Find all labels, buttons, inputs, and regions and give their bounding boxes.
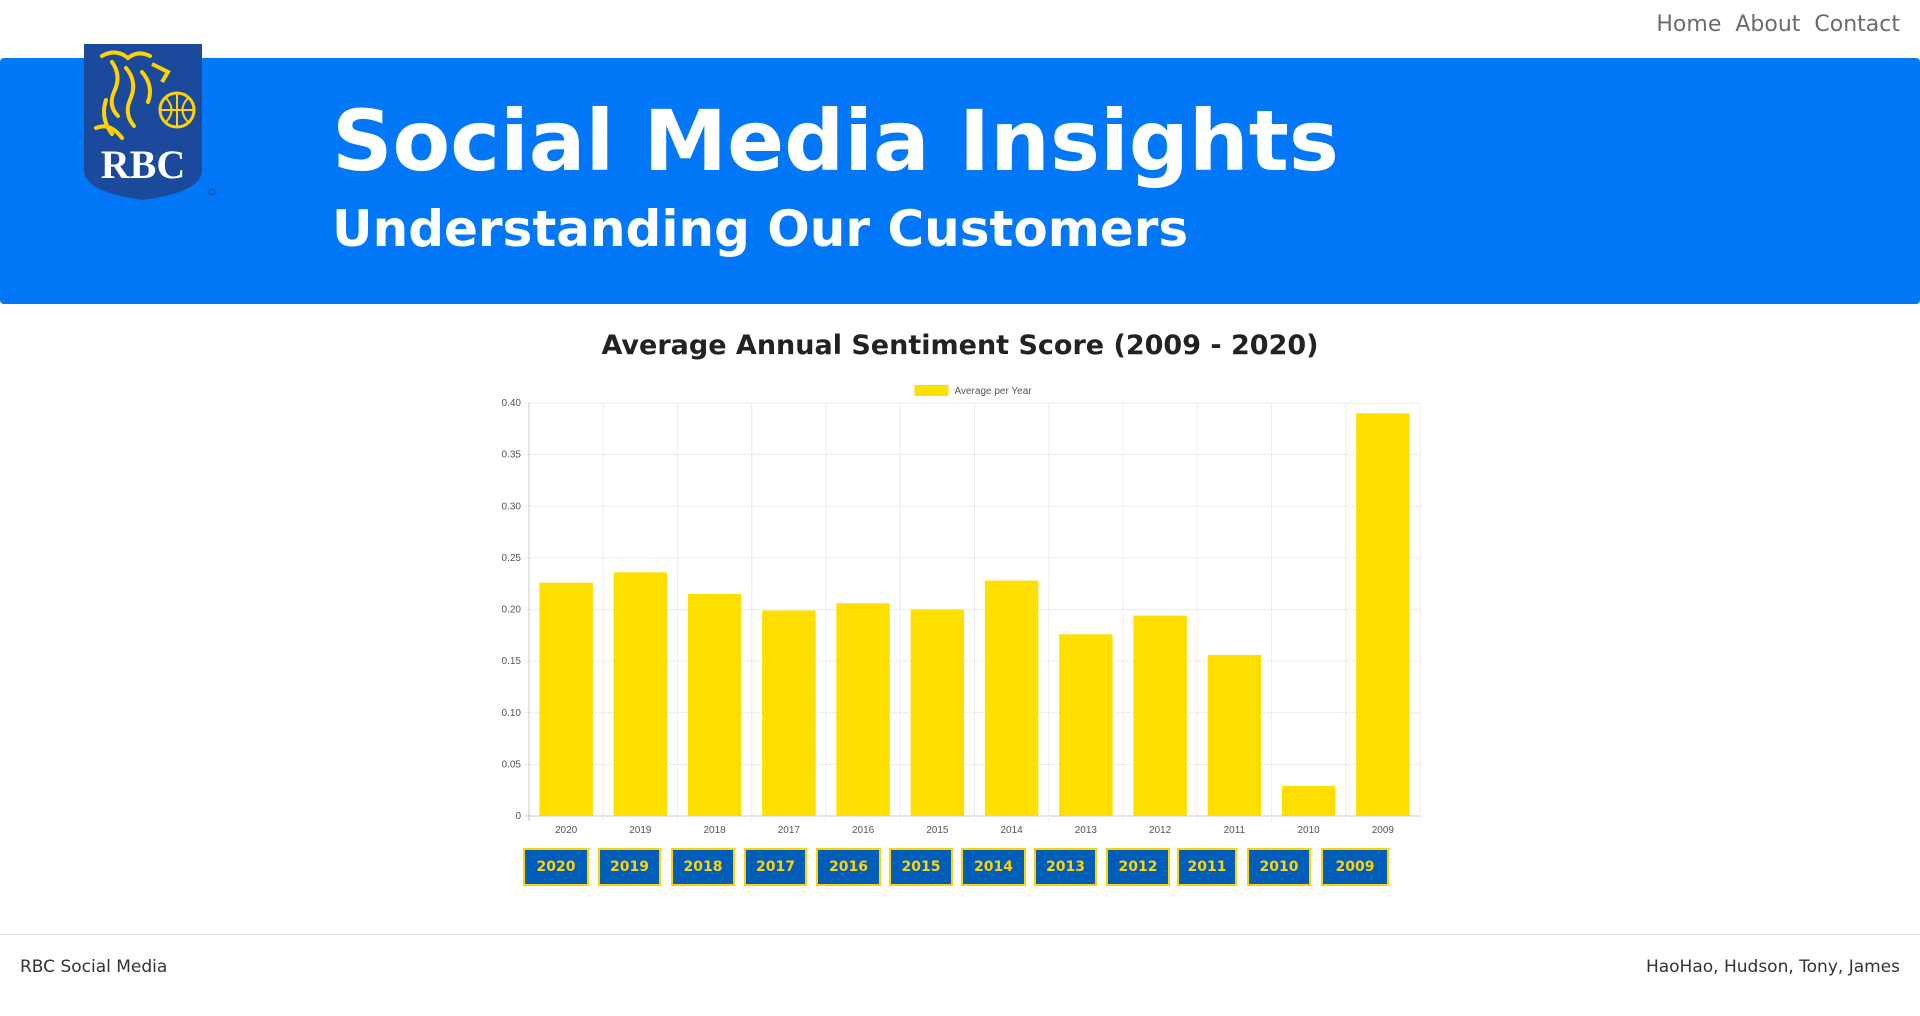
page-subtitle: Understanding Our Customers <box>332 200 1189 258</box>
year-button-2011[interactable]: 2011 <box>1177 848 1237 886</box>
page-title: Social Media Insights <box>332 92 1339 190</box>
legend-swatch <box>914 385 949 396</box>
y-tick-label: 0.15 <box>502 656 522 667</box>
x-tick-label: 2020 <box>555 825 578 836</box>
y-tick-label: 0.30 <box>502 501 522 512</box>
year-button-2010[interactable]: 2010 <box>1247 848 1311 886</box>
footer-brand: RBC Social Media <box>20 957 168 977</box>
bar-2018 <box>687 594 742 816</box>
year-button-group: 2020 2019 2018 2017 2016 2015 2014 2013 2012 2011… <box>0 848 1920 886</box>
y-tick-label: 0.40 <box>502 398 522 409</box>
bar-2010 <box>1281 786 1336 816</box>
logo-text: RBC <box>101 142 185 187</box>
bar-2011 <box>1207 654 1262 816</box>
y-tick-label: 0.25 <box>502 553 522 564</box>
y-tick-label: 0.35 <box>502 450 522 461</box>
x-tick-label: 2010 <box>1298 825 1321 836</box>
x-tick-label: 2013 <box>1075 825 1098 836</box>
year-button-2016[interactable]: 2016 <box>816 848 881 886</box>
bar-2012 <box>1133 615 1187 816</box>
y-tick-label: 0.10 <box>502 708 522 719</box>
y-tick-label: 0.20 <box>502 605 522 616</box>
x-tick-label: 2019 <box>629 825 652 836</box>
year-button-2014[interactable]: 2014 <box>961 848 1026 886</box>
top-nav: Home About Contact <box>1656 12 1900 37</box>
nav-contact-link[interactable]: Contact <box>1814 12 1900 37</box>
year-button-2013[interactable]: 2013 <box>1034 848 1097 886</box>
y-tick-label: 0.05 <box>502 759 522 770</box>
x-tick-label: 2015 <box>926 825 949 836</box>
year-button-2019[interactable]: 2019 <box>598 848 661 886</box>
year-button-2015[interactable]: 2015 <box>889 848 953 886</box>
year-button-2012[interactable]: 2012 <box>1106 848 1170 886</box>
x-tick-label: 2016 <box>852 825 875 836</box>
bar-2020 <box>539 582 593 816</box>
nav-about-link[interactable]: About <box>1735 12 1801 37</box>
x-tick-label: 2012 <box>1149 825 1172 836</box>
nav-home-link[interactable]: Home <box>1656 12 1722 37</box>
year-button-2009[interactable]: 2009 <box>1321 848 1389 886</box>
hero-banner <box>0 58 1920 304</box>
bar-2017 <box>762 610 816 816</box>
bar-2013 <box>1059 634 1113 816</box>
y-tick-label: 0 <box>515 811 521 822</box>
sentiment-bar-chart: 0 0.05 0.10 0.15 0.20 0.25 0.30 0.35 0.40 2020 201… <box>502 385 1421 836</box>
footer-divider <box>0 934 1920 935</box>
bar-2016 <box>836 603 890 816</box>
year-button-2018[interactable]: 2018 <box>671 848 735 886</box>
bar-2014 <box>984 580 1039 816</box>
year-button-2017[interactable]: 2017 <box>744 848 807 886</box>
bar-2015 <box>910 609 965 816</box>
legend-label: Average per Year <box>955 386 1033 397</box>
x-tick-label: 2009 <box>1372 825 1395 836</box>
bar-2019 <box>613 572 668 816</box>
x-tick-label: 2018 <box>704 825 727 836</box>
rbc-logo[interactable]: RBC <box>82 42 222 208</box>
x-tick-label: 2014 <box>1001 825 1024 836</box>
year-button-2020[interactable]: 2020 <box>523 848 589 886</box>
bar-2009 <box>1356 413 1410 816</box>
footer-authors: HaoHao, Hudson, Tony, James <box>1645 957 1900 977</box>
chart-title: Average Annual Sentiment Score (2009 - 2… <box>601 330 1319 361</box>
x-tick-label: 2017 <box>778 825 801 836</box>
x-tick-label: 2011 <box>1224 825 1246 836</box>
rbc-shield-icon: RBC <box>84 44 216 200</box>
